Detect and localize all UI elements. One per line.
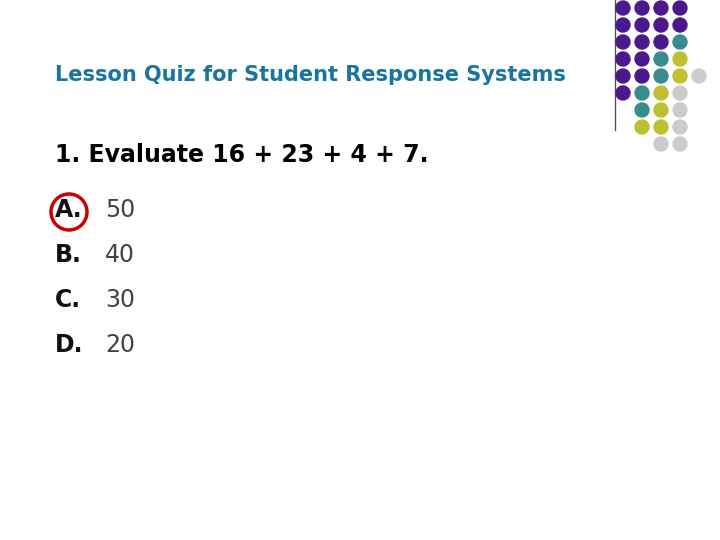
- Circle shape: [616, 86, 630, 100]
- Circle shape: [654, 1, 668, 15]
- Circle shape: [616, 35, 630, 49]
- Text: 1. Evaluate 16 + 23 + 4 + 7.: 1. Evaluate 16 + 23 + 4 + 7.: [55, 143, 428, 167]
- Circle shape: [616, 18, 630, 32]
- Circle shape: [635, 35, 649, 49]
- Text: A.: A.: [55, 198, 83, 222]
- Circle shape: [616, 52, 630, 66]
- Circle shape: [673, 69, 687, 83]
- Circle shape: [635, 1, 649, 15]
- Circle shape: [673, 1, 687, 15]
- Circle shape: [673, 103, 687, 117]
- Circle shape: [673, 137, 687, 151]
- Circle shape: [654, 137, 668, 151]
- Circle shape: [692, 69, 706, 83]
- Text: Lesson Quiz for Student Response Systems: Lesson Quiz for Student Response Systems: [55, 65, 566, 85]
- Text: 40: 40: [105, 243, 135, 267]
- Circle shape: [635, 52, 649, 66]
- Circle shape: [616, 69, 630, 83]
- Circle shape: [673, 52, 687, 66]
- Circle shape: [654, 18, 668, 32]
- Circle shape: [654, 52, 668, 66]
- Circle shape: [635, 18, 649, 32]
- Circle shape: [654, 69, 668, 83]
- Circle shape: [654, 35, 668, 49]
- Circle shape: [654, 120, 668, 134]
- Circle shape: [654, 103, 668, 117]
- Circle shape: [635, 120, 649, 134]
- Circle shape: [616, 1, 630, 15]
- Text: C.: C.: [55, 288, 81, 312]
- Circle shape: [635, 69, 649, 83]
- Text: 50: 50: [105, 198, 135, 222]
- Circle shape: [673, 120, 687, 134]
- Circle shape: [635, 103, 649, 117]
- Text: 20: 20: [105, 333, 135, 357]
- Text: B.: B.: [55, 243, 82, 267]
- Text: D.: D.: [55, 333, 84, 357]
- Circle shape: [673, 35, 687, 49]
- Circle shape: [654, 86, 668, 100]
- Circle shape: [635, 86, 649, 100]
- Circle shape: [673, 18, 687, 32]
- Circle shape: [673, 86, 687, 100]
- Text: 30: 30: [105, 288, 135, 312]
